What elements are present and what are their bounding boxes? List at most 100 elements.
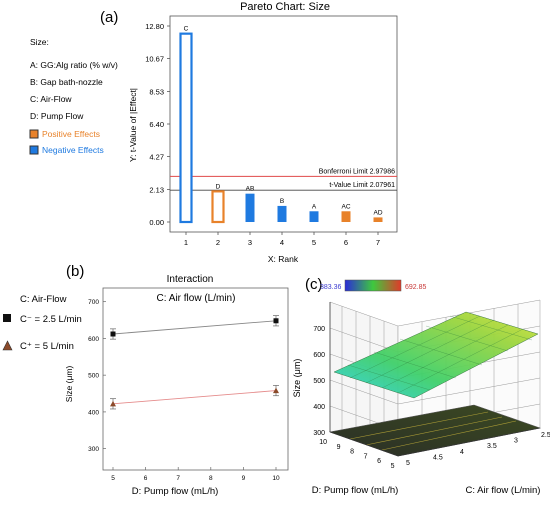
interaction-xtick-label: 10	[272, 475, 280, 482]
pareto-ytick-label: 4.27	[149, 153, 164, 162]
interaction-xtick-label: 7	[176, 475, 180, 482]
surface-zlabel: Size (μm)	[292, 359, 302, 398]
pareto-factor-a: A: GG:Alg ratio (% w/v)	[30, 60, 118, 70]
pareto-xtick-label: 7	[376, 238, 380, 247]
pareto-bar-label: C	[184, 26, 189, 33]
pareto-bar-label: A	[312, 203, 317, 210]
pareto-xtick-label: 6	[344, 238, 348, 247]
legend-high-label: C⁺ = 5 L/min	[20, 341, 74, 352]
response-surface	[333, 311, 539, 399]
floor-contour-lines	[349, 411, 517, 451]
pareto-title: Pareto Chart: Size	[240, 1, 330, 13]
pareto-xtick-label: 4	[280, 238, 284, 247]
pareto-ytick-label: 2.13	[149, 185, 164, 194]
pareto-xtick-label: 3	[248, 238, 252, 247]
interaction-plot-frame	[102, 287, 289, 471]
interaction-subtitle: C: Air flow (L/min)	[157, 293, 236, 304]
positive-effects-swatch	[29, 129, 39, 139]
interaction-ytick-label: 400	[88, 409, 99, 416]
positive-effects-label: Positive Effects	[42, 129, 100, 139]
legend-low-label: C⁻ = 2.5 L/min	[20, 314, 82, 325]
pareto-ytick-label: 0.00	[149, 218, 164, 227]
pareto-bar-label: AD	[373, 209, 382, 216]
surface-mesh	[347, 315, 533, 394]
surface-ztick-label: 600	[313, 352, 325, 359]
pareto-bar-label: D	[216, 183, 221, 190]
pareto-bar	[341, 211, 351, 222]
pareto-xtick-label: 1	[184, 238, 188, 247]
panel-label-b: (b)	[66, 263, 84, 280]
pareto-xlabel: X: Rank	[268, 254, 299, 264]
t-value-limit-label: t-Value Limit 2.07961	[329, 182, 395, 189]
pareto-bar	[277, 205, 287, 222]
front-axes	[329, 302, 541, 457]
pareto-legend: Size: A: GG:Alg ratio (% w/v) B: Gap bat…	[29, 37, 118, 155]
negative-effects-swatch	[29, 145, 39, 155]
pareto-bar	[211, 190, 225, 224]
surface-ytick-label: 3.5	[487, 443, 497, 450]
negative-effects-label: Negative Effects	[42, 145, 104, 155]
data-point-triangle	[273, 387, 279, 394]
surface-xtick-label: 7	[364, 453, 368, 460]
pareto-legend-title: Size:	[30, 37, 49, 47]
pareto-ytick-label: 6.40	[149, 120, 164, 129]
interaction-ytick-label: 700	[88, 299, 99, 306]
surface-ztick-label: 400	[313, 404, 325, 411]
surface-xtick-label: 9	[337, 444, 341, 451]
interaction-legend: C: Air-Flow C⁻ = 2.5 L/min C⁺ = 5 L/min	[2, 294, 82, 352]
data-point-square	[273, 318, 279, 324]
panel-label-a: (a)	[100, 9, 118, 26]
interaction-series-line	[112, 390, 277, 405]
surface-ytick-label: 4.5	[433, 454, 443, 461]
interaction-ylabel: Size (μm)	[64, 366, 74, 403]
colorbar-min-label: 383.36	[320, 284, 342, 291]
legend-square-marker	[3, 314, 11, 322]
surface-ytick-label: 2.5	[541, 432, 550, 439]
pareto-xtick-label: 5	[312, 238, 316, 247]
interaction-ytick-label: 300	[88, 446, 99, 453]
interaction-title: Interaction	[167, 274, 214, 285]
surface-ytick-label: 5	[406, 460, 410, 467]
pareto-bar	[309, 211, 319, 222]
colorbar	[344, 279, 402, 292]
surface-ztick-label: 700	[313, 326, 325, 333]
surface-ztick-label: 300	[313, 430, 325, 437]
pareto-ytick-label: 8.53	[149, 87, 164, 96]
interaction-ytick-label: 600	[88, 336, 99, 343]
pareto-bar	[373, 217, 383, 222]
interaction-series-line	[112, 320, 277, 335]
surface-xtick-label: 8	[350, 449, 354, 456]
pareto-factor-b: B: Gap bath-nozzle	[30, 77, 103, 87]
pareto-factor-d: D: Pump Flow	[30, 111, 84, 121]
pareto-ytick-label: 10.67	[145, 55, 164, 64]
surface-xtick-label: 10	[319, 439, 327, 446]
interaction-xtick-label: 5	[111, 475, 115, 482]
pareto-bar-label: AC	[341, 203, 350, 210]
interaction-xtick-label: 8	[209, 475, 213, 482]
panel-label-c: (c)	[305, 276, 323, 293]
pareto-bar	[179, 32, 193, 224]
surface-xlabel: D: Pump flow (mL/h)	[312, 485, 399, 496]
legend-triangle-marker	[2, 340, 13, 351]
bonferroni-limit-label: Bonferroni Limit 2.97986	[319, 168, 395, 175]
pareto-bar-label: B	[280, 198, 284, 205]
interaction-ytick-label: 500	[88, 373, 99, 380]
pareto-ytick-label: 12.80	[145, 22, 164, 31]
pareto-xtick-label: 2	[216, 238, 220, 247]
colorbar-max-label: 692.85	[405, 284, 427, 291]
pareto-factor-c: C: Air-Flow	[30, 94, 72, 104]
surface-xtick-label: 6	[377, 458, 381, 465]
surface-plot	[328, 299, 542, 457]
surface-ytick-label: 3	[514, 438, 518, 445]
data-point-square	[110, 331, 116, 337]
interaction-legend-title: C: Air-Flow	[20, 294, 67, 305]
pareto-bar	[245, 193, 255, 222]
interaction-xtick-label: 9	[242, 475, 246, 482]
surface-ytick-label: 4	[460, 449, 464, 456]
surface-xtick-label: 5	[391, 463, 395, 470]
surface-ztick-label: 500	[313, 378, 325, 385]
surface-ylabel: C: Air flow (L/min)	[466, 485, 541, 496]
data-point-triangle	[110, 400, 116, 407]
interaction-xtick-label: 6	[144, 475, 148, 482]
